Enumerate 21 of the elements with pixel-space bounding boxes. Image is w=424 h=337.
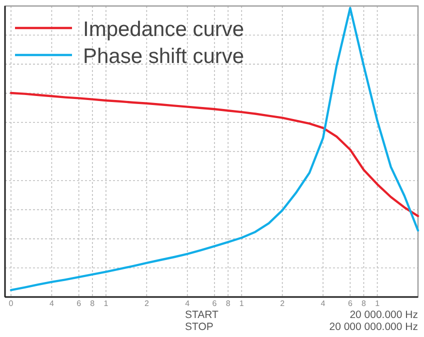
- x-tick-label: 8: [362, 299, 367, 308]
- x-tick-label: 2: [280, 299, 286, 308]
- x-tick-label: 8: [90, 299, 96, 308]
- text: 20 000 000.000 Hz: [329, 321, 418, 333]
- text: STOP: [185, 321, 214, 333]
- x-tick-label: 8: [226, 299, 231, 308]
- x-tick-label: 1: [104, 299, 109, 308]
- text: 20 000.000 Hz: [350, 309, 418, 321]
- x-tick-label: 2: [144, 299, 150, 308]
- legend-label: Impedance curve: [83, 18, 244, 41]
- x-tick-label: 4: [185, 299, 190, 308]
- x-tick-label: 4: [320, 299, 326, 308]
- text: START: [185, 309, 220, 321]
- x-tick-label: 1: [375, 299, 380, 308]
- legend-label: Phase shift curve: [83, 45, 244, 68]
- x-tick-label: 4: [49, 299, 54, 308]
- x-tick-label: 6: [348, 299, 353, 308]
- x-tick-label: 6: [212, 299, 218, 308]
- x-tick-label: 1: [239, 299, 244, 308]
- x-tick-label: 0: [8, 299, 14, 308]
- x-tick-label: 6: [76, 299, 82, 308]
